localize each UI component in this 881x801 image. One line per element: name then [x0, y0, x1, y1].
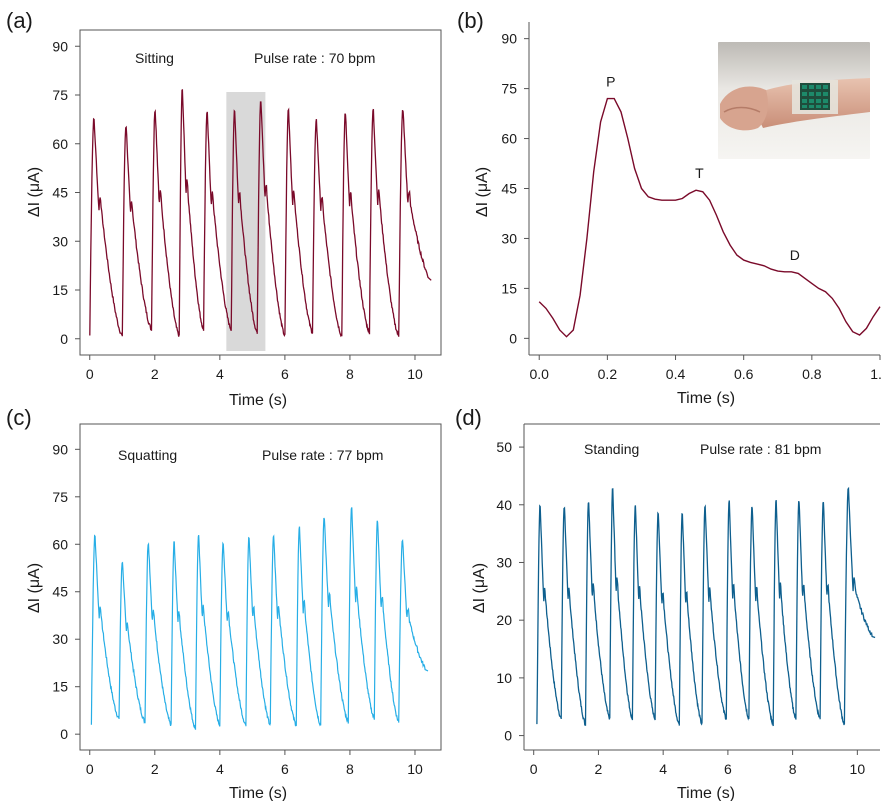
peak-label-p: P: [606, 74, 615, 90]
y-tick-label: 45: [52, 584, 68, 600]
y-ticks-b: 0 15 30 45 60 75 90: [501, 31, 529, 346]
y-tick-label: 0: [60, 726, 68, 742]
x-axis-title-a: Time (s): [229, 392, 287, 409]
y-tick-label: 40: [496, 497, 512, 513]
y-tick-label: 90: [52, 38, 68, 54]
x-ticks-b: 0.0 0.2 0.4 0.6 0.8 1.0: [529, 355, 881, 382]
y-tick-label: 0: [509, 330, 517, 346]
x-ticks-c: 0 2 4 6 8 10: [86, 750, 423, 777]
x-tick-label: 0.2: [598, 366, 618, 382]
y-tick-label: 30: [52, 631, 68, 647]
axes-d: [523, 423, 880, 751]
panel-label-b: (b): [457, 8, 484, 33]
annotation-pulse-rate-c: Pulse rate : 77 bpm: [262, 447, 383, 463]
x-axis-title-d: Time (s): [677, 785, 735, 801]
annotation-pulse-rate-d: Pulse rate : 81 bpm: [700, 441, 821, 457]
y-tick-label: 30: [501, 230, 517, 246]
x-tick-label: 6: [281, 366, 289, 382]
y-tick-label: 90: [52, 441, 68, 457]
y-tick-label: 10: [496, 670, 512, 686]
y-ticks-c: 0 15 30 45 60 75 90: [52, 441, 80, 742]
series-line-a: [89, 88, 432, 338]
y-axis-title-d: ΔI (μA): [471, 563, 488, 613]
annotation-sitting: Sitting: [135, 50, 174, 66]
annotation-squatting: Squatting: [118, 447, 177, 463]
y-tick-label: 75: [52, 87, 68, 103]
x-tick-label: 8: [346, 761, 354, 777]
y-tick-label: 60: [52, 536, 68, 552]
y-tick-label: 50: [496, 439, 512, 455]
annotation-pulse-rate-a: Pulse rate : 70 bpm: [254, 50, 375, 66]
y-axis-title-a: ΔI (μA): [26, 167, 43, 217]
x-tick-label: 4: [659, 761, 667, 777]
peak-label-d: D: [790, 247, 800, 263]
wrist-sensor-photo: [718, 42, 870, 159]
x-tick-label: 6: [724, 761, 732, 777]
x-tick-label: 2: [151, 366, 159, 382]
y-tick-label: 15: [52, 282, 68, 298]
x-tick-label: 10: [850, 761, 866, 777]
x-tick-label: 0.0: [529, 366, 549, 382]
x-tick-label: 4: [216, 366, 224, 382]
x-axis-title-b: Time (s): [677, 390, 735, 407]
x-tick-label: 0: [530, 761, 538, 777]
x-tick-label: 4: [216, 761, 224, 777]
peak-label-t: T: [695, 165, 704, 181]
x-ticks-a: 0 2 4 6 8 10: [86, 355, 423, 382]
panel-label-d: (d): [455, 405, 482, 430]
y-ticks-d: 0 10 20 30 40 50: [496, 439, 524, 744]
x-tick-label: 0.4: [666, 366, 686, 382]
panel-c: (c) 0 15 30 45 60 75 90 0 2 4 6 8 10 Squatting Puls…: [6, 405, 442, 801]
x-ticks-d: 0 2 4 6 8 10: [530, 750, 866, 777]
y-tick-label: 45: [52, 185, 68, 201]
panel-a: (a) 0 15 30 45 60 75 90 0 2 4 6 8 10 Sitting Pulse …: [6, 8, 442, 409]
y-tick-label: 15: [52, 679, 68, 695]
y-tick-label: 0: [60, 331, 68, 347]
panel-label-a: (a): [6, 8, 33, 33]
annotation-standing: Standing: [584, 441, 639, 457]
x-tick-label: 8: [346, 366, 354, 382]
y-tick-label: 90: [501, 31, 517, 47]
x-axis-title-c: Time (s): [229, 785, 287, 801]
x-tick-label: 0.6: [734, 366, 754, 382]
series-line-c: [90, 507, 429, 730]
panel-d: (d) 0 10 20 30 40 50 0 2 4 6 8 10 Standing Pulse r…: [455, 405, 880, 801]
y-tick-label: 75: [52, 489, 68, 505]
y-axis-title-c: ΔI (μA): [26, 563, 43, 613]
x-tick-label: 8: [789, 761, 797, 777]
y-tick-label: 30: [52, 233, 68, 249]
x-tick-label: 0: [86, 761, 94, 777]
x-tick-label: 10: [407, 366, 423, 382]
x-tick-label: 2: [151, 761, 159, 777]
y-tick-label: 45: [501, 181, 517, 197]
panel-label-c: (c): [6, 405, 32, 430]
x-tick-label: 0.8: [802, 366, 822, 382]
y-tick-label: 60: [501, 131, 517, 147]
y-tick-label: 20: [496, 612, 512, 628]
wrist-sensor-icon: [718, 42, 870, 159]
y-tick-label: 60: [52, 136, 68, 152]
x-tick-label: 6: [281, 761, 289, 777]
plot-area-c: [79, 423, 442, 751]
y-axis-title-b: ΔI (μA): [474, 167, 491, 217]
y-tick-label: 75: [501, 81, 517, 97]
x-tick-label: 10: [407, 761, 423, 777]
x-tick-label: 1.0: [870, 366, 881, 382]
x-tick-label: 2: [595, 761, 603, 777]
y-ticks-a: 0 15 30 45 60 75 90: [52, 38, 80, 347]
x-tick-label: 0: [86, 366, 94, 382]
series-line-b: [538, 97, 881, 338]
y-tick-label: 15: [501, 280, 517, 296]
y-tick-label: 0: [504, 728, 512, 744]
series-line-d: [536, 486, 876, 727]
y-tick-label: 30: [496, 554, 512, 570]
panel-b: (b) 0 15 30 45 60 75 90 0.0 0.2 0.4 0.6 0.8 1.0 P T…: [457, 8, 881, 407]
